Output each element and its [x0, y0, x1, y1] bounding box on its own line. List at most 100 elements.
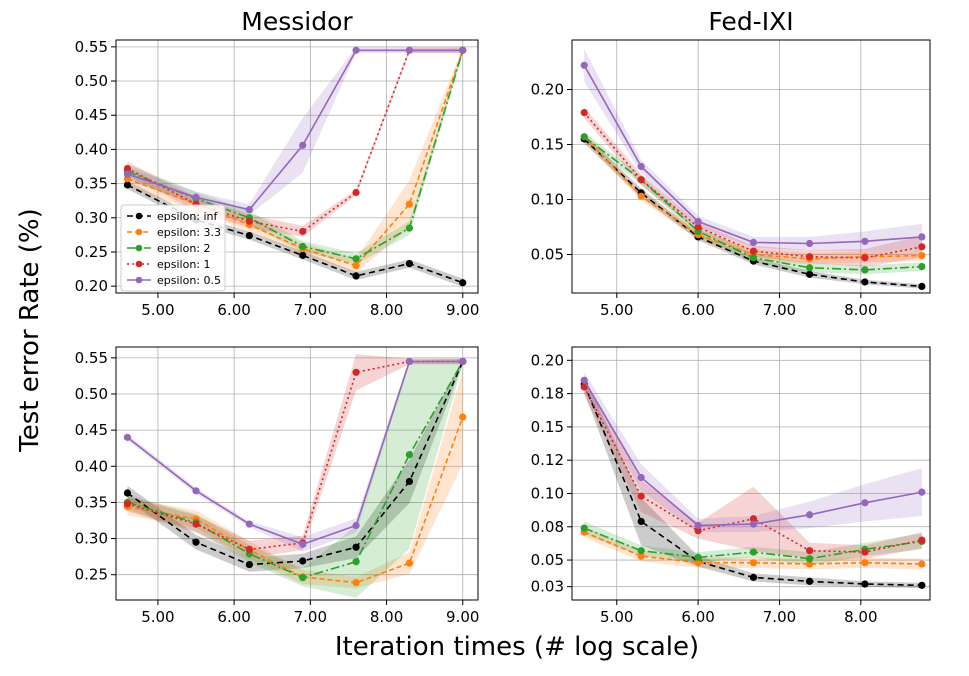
legend-marker: [135, 212, 143, 220]
data-point: [352, 46, 360, 54]
band-epsilon-inf: [584, 376, 922, 588]
x-tick-label: 8.00: [844, 301, 877, 319]
data-point: [637, 552, 645, 560]
data-point: [637, 176, 645, 184]
data-point: [805, 264, 814, 272]
panel-fedixi-bottom: 5.00 6.00 7.00 8.00 0.03 0.05 0.08 0.10 0.12 0.15…: [531, 346, 931, 626]
data-point: [245, 560, 253, 569]
y-axis-label: Test error Rate (%): [15, 208, 45, 453]
data-point: [405, 224, 414, 232]
chart-title-fedixi: Fed-IXI: [708, 7, 793, 36]
data-point: [352, 262, 360, 270]
band-epsilon-1: [584, 379, 922, 559]
band-epsilon-0-5: [584, 372, 922, 533]
data-point: [405, 46, 414, 54]
data-point: [861, 499, 869, 507]
legend-box: [120, 204, 226, 292]
data-point: [749, 520, 758, 528]
y-tick-label: 0.30: [75, 530, 108, 548]
data-point: [352, 272, 360, 280]
y-tick-label: 0.03: [531, 578, 564, 596]
data-point: [580, 109, 588, 117]
data-point: [352, 255, 360, 263]
x-tick-label: 7.00: [763, 301, 796, 319]
x-tick-label: 7.00: [294, 608, 327, 626]
data-point: [637, 162, 645, 171]
data-point: [861, 559, 869, 567]
data-point: [405, 357, 414, 366]
legend-marker: [135, 228, 143, 236]
data-point: [352, 558, 360, 566]
y-tick-label: 0.20: [531, 81, 564, 99]
legend-marker: [135, 260, 143, 268]
data-point: [805, 555, 814, 563]
data-point: [749, 254, 758, 262]
data-point: [805, 560, 814, 568]
panel-messidor-bottom: 5.00 6.00 7.00 8.00 9.00 0.25 0.30 0.35 0.40 0.45…: [75, 346, 479, 626]
y-tick-label: 0.55: [75, 349, 108, 367]
x-tick-label: 8.00: [370, 608, 403, 626]
y-tick-label: 0.10: [531, 191, 564, 209]
series-line-epsilon-0-5: [583, 64, 922, 245]
data-point: [299, 540, 307, 548]
y-tick-label: 0.08: [531, 518, 564, 536]
band-epsilon-3-3: [127, 370, 463, 589]
y-tick-label: 0.20: [75, 277, 108, 295]
data-point: [749, 548, 758, 556]
data-point: [694, 559, 702, 567]
data-point: [861, 548, 869, 556]
y-tick-label: 0.25: [75, 243, 108, 261]
data-point: [123, 500, 132, 508]
data-point: [299, 141, 307, 149]
data-point: [918, 282, 926, 290]
data-point: [580, 376, 588, 384]
data-point: [749, 238, 758, 246]
legend-entry: epsilon: 2: [157, 242, 211, 255]
data-point: [245, 520, 253, 528]
data-point: [918, 252, 926, 260]
band-epsilon-1: [584, 107, 922, 267]
data-point: [352, 579, 360, 587]
data-point: [352, 368, 360, 376]
data-point: [299, 557, 307, 565]
axes-frame: [115, 39, 479, 294]
data-point: [123, 164, 132, 173]
data-point: [637, 473, 645, 482]
data-point: [805, 239, 814, 248]
data-point: [694, 217, 702, 226]
data-point: [405, 477, 414, 486]
data-point: [861, 237, 869, 245]
data-point: [580, 61, 588, 69]
y-tick-label: 0.20: [531, 351, 564, 369]
y-tick-label: 0.35: [75, 175, 108, 193]
data-point: [918, 560, 926, 568]
band-epsilon-0-5: [127, 47, 463, 215]
data-point: [299, 573, 307, 582]
data-point: [918, 263, 926, 271]
legend-marker: [135, 244, 143, 252]
x-tick-label: 5.00: [600, 608, 633, 626]
axes-frame: [571, 346, 931, 601]
band-epsilon-0-5: [584, 48, 922, 252]
x-tick-label: 8.00: [844, 608, 877, 626]
y-tick-label: 0.10: [531, 484, 564, 502]
data-point: [580, 133, 588, 141]
data-point: [299, 251, 307, 259]
y-tick-label: 0.40: [75, 457, 108, 475]
data-point: [749, 573, 758, 581]
band-epsilon-2: [127, 358, 463, 598]
legend-entry: epsilon: 3.3: [157, 226, 221, 239]
data-point: [245, 217, 253, 225]
y-tick-label: 0.05: [531, 551, 564, 569]
y-tick-label: 0.18: [531, 385, 564, 403]
legend: epsilon: inf epsilon: 3.3 epsilon: 2 epsilo…: [120, 204, 226, 292]
band-epsilon-inf: [127, 358, 463, 572]
data-point: [123, 489, 132, 497]
data-point: [694, 527, 702, 535]
y-tick-label: 0.45: [75, 421, 108, 439]
band-epsilon-3-3: [584, 132, 922, 265]
data-point: [580, 524, 588, 532]
x-tick-label: 9.00: [446, 608, 479, 626]
data-point: [299, 242, 307, 251]
data-point: [918, 536, 926, 544]
